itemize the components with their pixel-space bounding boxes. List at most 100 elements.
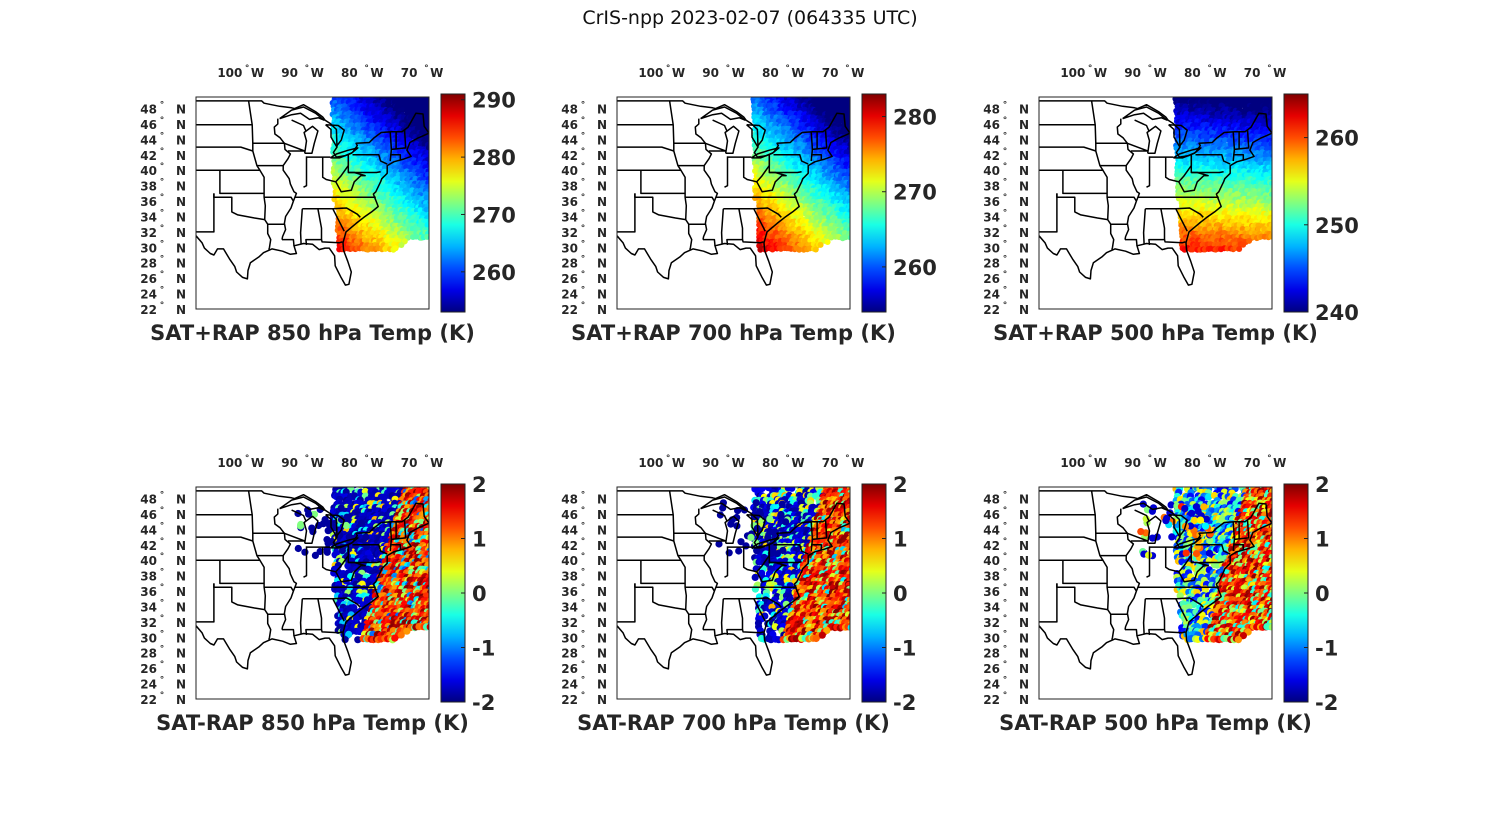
lat-tick-label: 24: [561, 288, 578, 302]
panel-bottom-left: 100 ° W 90 ° W 80 ° W 70 ° W48 ° N46 ° N44 ° N42 ° N40 ° N38 °…: [140, 454, 495, 735]
state-line: [1134, 119, 1150, 132]
lat-tick-hemisphere: N: [1019, 272, 1029, 286]
swath-points: [1172, 91, 1279, 253]
data-point: [851, 191, 857, 197]
state-line: [264, 196, 295, 202]
lat-tick-label: 22: [983, 303, 1000, 317]
state-line: [282, 238, 295, 246]
data-point: [398, 191, 405, 197]
lat-tick-label: 42: [983, 149, 1000, 163]
lon-tick-hemisphere: W: [791, 66, 804, 80]
lon-tick-hemisphere: W: [370, 66, 383, 80]
lat-tick-label: 34: [140, 210, 157, 224]
state-line: [720, 208, 725, 245]
data-point: [1273, 230, 1279, 236]
state-line: [1116, 118, 1141, 240]
data-point: [429, 180, 435, 186]
lat-tick-degree: °: [160, 286, 165, 296]
data-point: [1268, 164, 1272, 171]
state-line: [753, 208, 766, 232]
lat-tick-degree: °: [160, 301, 165, 311]
lon-tick-label: 100: [217, 66, 242, 80]
data-point: [1272, 223, 1278, 229]
data-point: [1254, 91, 1260, 97]
lat-tick-degree: °: [160, 224, 165, 234]
lat-tick-hemisphere: N: [176, 241, 186, 255]
lat-tick-label: 24: [140, 288, 157, 302]
data-point: [847, 234, 850, 241]
data-point: [430, 222, 436, 228]
lat-tick-label: 40: [140, 164, 157, 178]
data-point: [1240, 241, 1247, 248]
lat-tick-hemisphere: N: [1019, 257, 1029, 271]
lat-tick-hemisphere: N: [1019, 103, 1029, 117]
lon-tick-hemisphere: W: [1273, 66, 1286, 80]
coastline-border: [617, 100, 850, 286]
lat-tick-degree: °: [1003, 301, 1008, 311]
state-line: [712, 119, 728, 132]
lat-tick-degree: °: [160, 255, 165, 265]
data-point: [796, 97, 799, 98]
colorbar: [440, 93, 466, 313]
state-line: [1039, 146, 1097, 152]
lat-tick-hemisphere: N: [597, 180, 607, 194]
lat-tick-degree: °: [160, 270, 165, 280]
lat-tick-hemisphere: N: [176, 180, 186, 194]
data-point: [1271, 198, 1272, 200]
colorbar-tick-label: 250: [1315, 214, 1359, 238]
lon-tick-hemisphere: W: [851, 66, 864, 80]
data-point: [802, 91, 808, 97]
lat-tick-degree: °: [581, 255, 586, 265]
lon-tick-hemisphere: W: [1213, 66, 1226, 80]
data-point: [1247, 97, 1251, 98]
lat-tick-label: 38: [140, 180, 157, 194]
data-point: [428, 158, 429, 162]
data-point: [850, 180, 856, 186]
lat-tick-label: 36: [983, 195, 1000, 209]
lat-tick-label: 22: [561, 303, 578, 317]
data-point: [1204, 97, 1207, 98]
panel-top-left: 100 ° W 90 ° W 80 ° W 70 ° W48 ° N46 ° N44 ° N42 ° N40 ° N38 °…: [140, 64, 516, 345]
great-lake: [746, 124, 766, 148]
lat-tick-hemisphere: N: [597, 118, 607, 132]
data-point: [1185, 97, 1188, 98]
lon-tick-hemisphere: W: [1154, 66, 1167, 80]
lat-tick-hemisphere: N: [176, 195, 186, 209]
lat-tick-degree: °: [581, 301, 586, 311]
data-point: [851, 212, 857, 218]
lon-tick-label: 100: [638, 66, 663, 80]
lat-tick-hemisphere: N: [1019, 226, 1029, 240]
state-line: [1107, 196, 1138, 202]
data-point: [1271, 135, 1272, 139]
lat-tick-degree: °: [581, 101, 586, 111]
state-line: [1195, 154, 1231, 165]
lon-tick-degree: °: [785, 64, 790, 74]
data-point: [400, 97, 403, 98]
lat-tick-label: 22: [140, 303, 157, 317]
great-lake: [1122, 106, 1168, 121]
lat-tick-label: 34: [983, 210, 1000, 224]
data-point: [850, 215, 856, 221]
great-lake: [700, 106, 746, 121]
state-line: [332, 208, 345, 232]
lat-tick-label: 46: [140, 118, 157, 132]
lat-tick-hemisphere: N: [597, 257, 607, 271]
state-line: [724, 156, 729, 188]
colorbar-tick-label: 290: [472, 89, 516, 113]
lat-tick-hemisphere: N: [1019, 164, 1029, 178]
lat-tick-degree: °: [581, 239, 586, 249]
data-point: [812, 246, 819, 253]
state-line: [811, 154, 823, 161]
panel-title: SAT+RAP 850 hPa Temp (K): [150, 321, 475, 345]
data-point: [1236, 246, 1243, 252]
lat-tick-hemisphere: N: [597, 195, 607, 209]
lon-tick-degree: °: [726, 64, 731, 74]
lat-tick-label: 30: [561, 241, 578, 255]
lat-tick-degree: °: [160, 239, 165, 249]
state-boundaries: [1039, 100, 1272, 286]
lat-tick-label: 24: [983, 288, 1000, 302]
lon-tick-degree: °: [1207, 64, 1212, 74]
data-point: [847, 202, 850, 209]
lat-tick-label: 48: [983, 103, 1000, 117]
lat-tick-degree: °: [1003, 239, 1008, 249]
